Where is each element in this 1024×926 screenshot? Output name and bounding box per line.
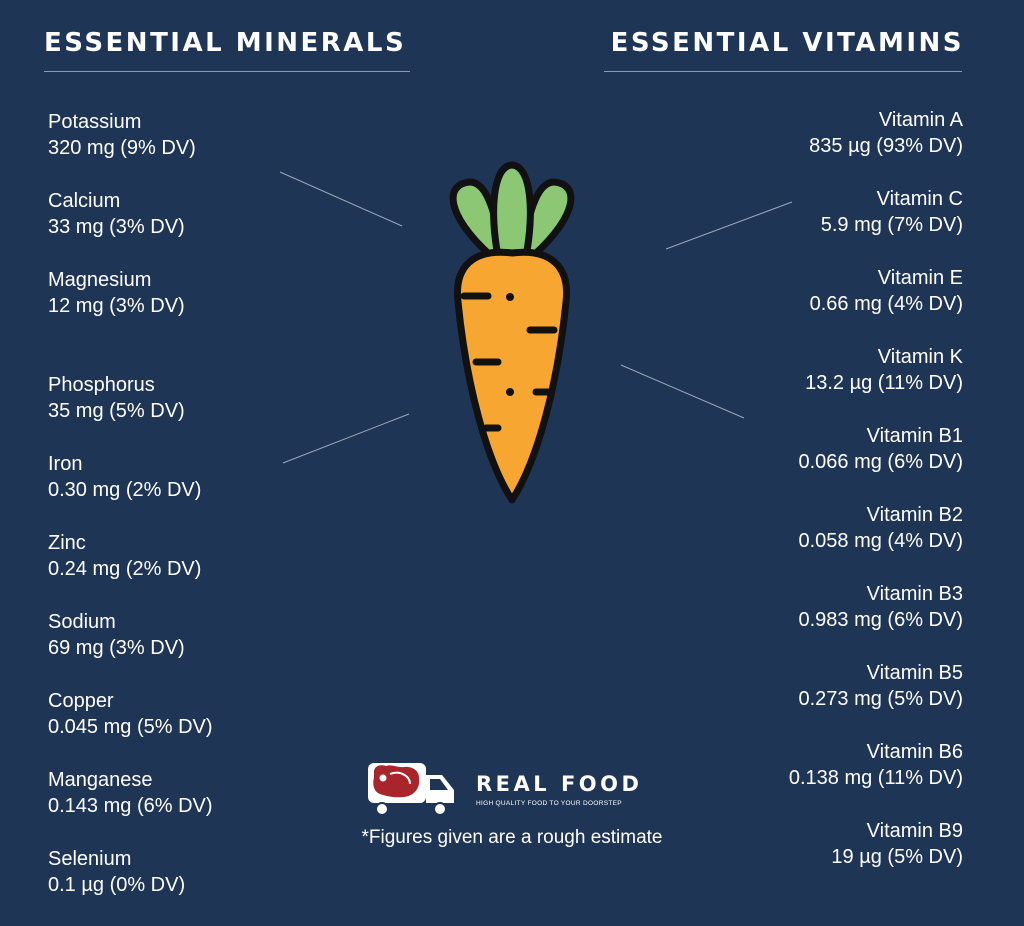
mineral-item-potassium: Potassium 320 mg (9% DV) bbox=[48, 109, 196, 161]
connector-line bbox=[665, 201, 793, 250]
vitamin-name: Vitamin K bbox=[877, 346, 963, 368]
meat-icon bbox=[373, 765, 420, 798]
vitamin-amount: 0.66 mg (4% DV) bbox=[809, 293, 963, 315]
connector-line bbox=[282, 413, 410, 464]
vitamin-amount: 0.058 mg (4% DV) bbox=[798, 530, 963, 552]
mineral-item-copper: Copper 0.045 mg (5% DV) bbox=[48, 688, 213, 740]
vitamins-divider bbox=[604, 71, 962, 72]
vitamin-name: Vitamin B2 bbox=[866, 504, 963, 526]
carrot-icon bbox=[449, 161, 575, 504]
mineral-amount: 0.30 mg (2% DV) bbox=[48, 479, 202, 501]
mineral-name: Sodium bbox=[48, 611, 116, 633]
minerals-heading: ESSENTIAL MINERALS bbox=[44, 28, 407, 58]
connector-line bbox=[620, 364, 745, 419]
truck-wheel bbox=[375, 802, 389, 816]
vitamin-name: Vitamin E bbox=[877, 267, 963, 289]
mineral-amount: 0.1 µg (0% DV) bbox=[48, 874, 186, 896]
mineral-amount: 0.143 mg (6% DV) bbox=[48, 795, 213, 817]
vitamin-name: Vitamin A bbox=[878, 109, 963, 131]
bone-mark bbox=[379, 774, 387, 782]
mineral-amount: 320 mg (9% DV) bbox=[48, 137, 196, 159]
vitamin-name: Vitamin B1 bbox=[866, 425, 963, 447]
mineral-name: Manganese bbox=[48, 769, 153, 791]
mineral-amount: 69 mg (3% DV) bbox=[48, 637, 185, 659]
vitamin-amount: 835 µg (93% DV) bbox=[809, 135, 963, 157]
mineral-name: Calcium bbox=[48, 190, 121, 212]
truck-window bbox=[430, 779, 448, 790]
vitamin-item-e: Vitamin E 0.66 mg (4% DV) bbox=[810, 265, 963, 317]
vitamin-name: Vitamin B9 bbox=[866, 820, 963, 842]
mineral-item-sodium: Sodium 69 mg (3% DV) bbox=[48, 609, 185, 661]
mineral-name: Potassium bbox=[48, 111, 142, 133]
vitamin-name: Vitamin B3 bbox=[866, 583, 963, 605]
vitamin-item-b3: Vitamin B3 0.983 mg (6% DV) bbox=[798, 581, 963, 633]
vitamin-item-b9: Vitamin B9 19 µg (5% DV) bbox=[831, 818, 963, 870]
vitamin-item-b2: Vitamin B2 0.058 mg (4% DV) bbox=[798, 502, 963, 554]
minerals-divider bbox=[44, 71, 410, 72]
mineral-name: Zinc bbox=[48, 532, 86, 554]
vitamin-item-b5: Vitamin B5 0.273 mg (5% DV) bbox=[798, 660, 963, 712]
mineral-amount: 12 mg (3% DV) bbox=[48, 295, 185, 317]
carrot-body bbox=[453, 248, 571, 504]
vitamin-name: Vitamin B6 bbox=[866, 741, 963, 763]
delivery-truck-icon bbox=[368, 763, 454, 816]
vitamin-amount: 19 µg (5% DV) bbox=[831, 846, 963, 868]
vitamins-heading: ESSENTIAL VITAMINS bbox=[610, 28, 964, 58]
vitamin-item-b1: Vitamin B1 0.066 mg (6% DV) bbox=[798, 423, 963, 475]
vitamin-amount: 0.273 mg (5% DV) bbox=[798, 688, 963, 710]
estimate-footnote: *Figures given are a rough estimate bbox=[361, 827, 663, 848]
carrot-leaf bbox=[490, 161, 534, 260]
carrot-markings bbox=[460, 292, 558, 432]
carrot-dots bbox=[506, 293, 514, 396]
vitamin-amount: 13.2 µg (11% DV) bbox=[805, 372, 963, 394]
mineral-amount: 35 mg (5% DV) bbox=[48, 400, 185, 422]
truck-wheel bbox=[433, 802, 447, 816]
marbling-mark bbox=[389, 771, 411, 785]
mineral-name: Magnesium bbox=[48, 269, 152, 291]
vitamin-item-b6: Vitamin B6 0.138 mg (11% DV) bbox=[789, 739, 963, 791]
vitamin-name: Vitamin C bbox=[876, 188, 963, 210]
brand-tagline: HIGH QUALITY FOOD TO YOUR DOORSTEP bbox=[476, 800, 622, 807]
mineral-item-phosphorus: Phosphorus 35 mg (5% DV) bbox=[48, 372, 185, 424]
mineral-item-selenium: Selenium 0.1 µg (0% DV) bbox=[48, 846, 185, 898]
vitamin-item-c: Vitamin C 5.9 mg (7% DV) bbox=[821, 186, 963, 238]
vitamin-amount: 0.983 mg (6% DV) bbox=[798, 609, 963, 631]
mineral-item-magnesium: Magnesium 12 mg (3% DV) bbox=[48, 267, 185, 319]
connector-line bbox=[279, 171, 403, 227]
mineral-name: Copper bbox=[48, 690, 114, 712]
mineral-item-zinc: Zinc 0.24 mg (2% DV) bbox=[48, 530, 201, 582]
vitamin-amount: 5.9 mg (7% DV) bbox=[820, 214, 963, 236]
mineral-amount: 33 mg (3% DV) bbox=[48, 216, 185, 238]
vitamin-item-a: Vitamin A 835 µg (93% DV) bbox=[809, 107, 963, 159]
vitamin-name: Vitamin B5 bbox=[866, 662, 963, 684]
mineral-item-iron: Iron 0.30 mg (2% DV) bbox=[48, 451, 201, 503]
vitamin-amount: 0.138 mg (11% DV) bbox=[788, 767, 963, 789]
mineral-name: Phosphorus bbox=[48, 374, 155, 396]
mineral-name: Selenium bbox=[48, 848, 132, 870]
mineral-amount: 0.045 mg (5% DV) bbox=[48, 716, 213, 738]
vitamin-item-k: Vitamin K 13.2 µg (11% DV) bbox=[805, 344, 963, 396]
brand-name: REAL FOOD bbox=[476, 772, 643, 796]
mineral-amount: 0.24 mg (2% DV) bbox=[48, 558, 202, 580]
mineral-item-calcium: Calcium 33 mg (3% DV) bbox=[48, 188, 185, 240]
mineral-item-manganese: Manganese 0.143 mg (6% DV) bbox=[48, 767, 213, 819]
vitamin-amount: 0.066 mg (6% DV) bbox=[798, 451, 963, 473]
mineral-name: Iron bbox=[48, 453, 83, 475]
